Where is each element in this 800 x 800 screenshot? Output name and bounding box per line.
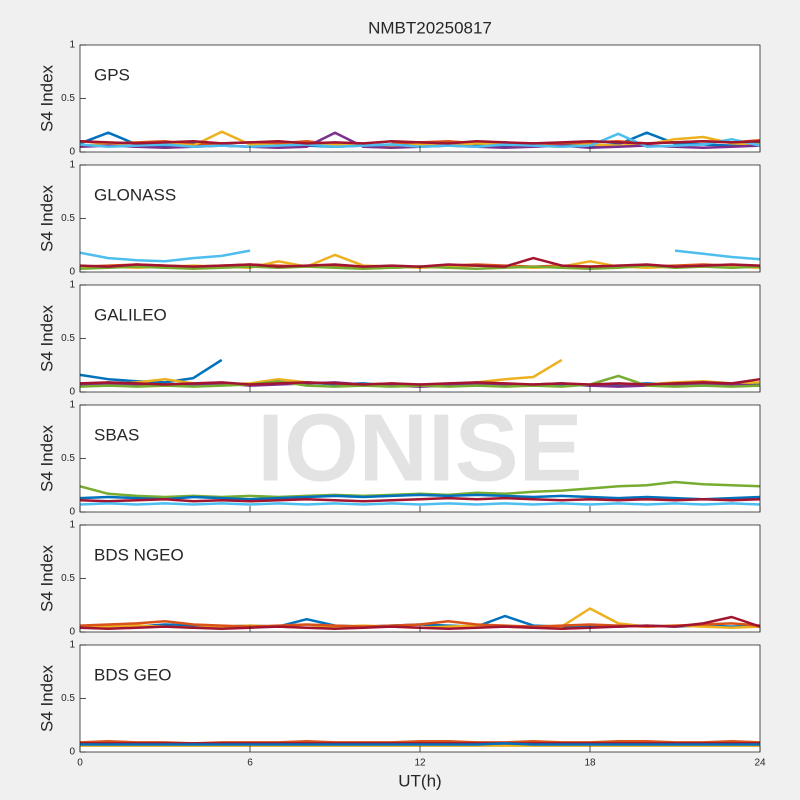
y-tick-label: 0: [69, 387, 75, 398]
y-axis-label: S4 Index: [37, 304, 56, 372]
y-tick-label: 1: [69, 520, 75, 531]
y-tick-label: 1: [69, 280, 75, 291]
x-tick-label: 12: [414, 758, 426, 769]
panel-label: GALILEO: [94, 305, 167, 324]
y-tick-label: 0: [69, 147, 75, 158]
panel-label: GPS: [94, 65, 130, 84]
y-axis-label: S4 Index: [37, 664, 56, 732]
y-tick-label: 0.5: [61, 93, 75, 104]
series-line: [79, 140, 761, 145]
y-axis-label: S4 Index: [37, 424, 56, 492]
plot-area: [80, 525, 760, 632]
panel-label: BDS NGEO: [94, 545, 184, 564]
panel-label: GLONASS: [94, 185, 176, 204]
y-tick-label: 0.5: [61, 453, 75, 464]
y-tick-label: 1: [69, 40, 75, 51]
x-tick-label: 0: [77, 758, 83, 769]
plot-area: [80, 45, 760, 152]
x-tick-label: 6: [247, 758, 253, 769]
plot-area: [80, 645, 760, 752]
series-line: [79, 493, 761, 501]
y-tick-label: 0.5: [61, 693, 75, 704]
x-axis-label: UT(h): [398, 771, 441, 790]
series-line: [79, 502, 761, 506]
y-tick-label: 1: [69, 400, 75, 411]
series-line: [80, 742, 760, 746]
x-tick-label: 18: [584, 758, 596, 769]
plot-area: [80, 285, 760, 392]
y-tick-label: 0.5: [61, 573, 75, 584]
figure-title: NMBT20250817: [368, 18, 492, 37]
y-tick-label: 0.5: [61, 333, 75, 344]
y-tick-label: 0: [69, 507, 75, 518]
watermark: IONISE: [257, 394, 582, 501]
y-axis-label: S4 Index: [37, 184, 56, 252]
plot-area: [80, 165, 760, 272]
y-tick-label: 1: [69, 160, 75, 171]
series-line: [79, 249, 761, 263]
y-axis-label: S4 Index: [37, 544, 56, 612]
panel-label: SBAS: [94, 425, 139, 444]
series-line: [79, 377, 761, 386]
y-tick-label: 0.5: [61, 213, 75, 224]
y-tick-label: 0: [69, 627, 75, 638]
series-line: [79, 496, 761, 503]
y-tick-label: 0: [69, 747, 75, 758]
y-axis-label: S4 Index: [37, 64, 56, 132]
y-tick-label: 1: [69, 640, 75, 651]
panel-label: BDS GEO: [94, 665, 171, 684]
x-tick-label: 24: [754, 758, 766, 769]
y-tick-label: 0: [69, 267, 75, 278]
